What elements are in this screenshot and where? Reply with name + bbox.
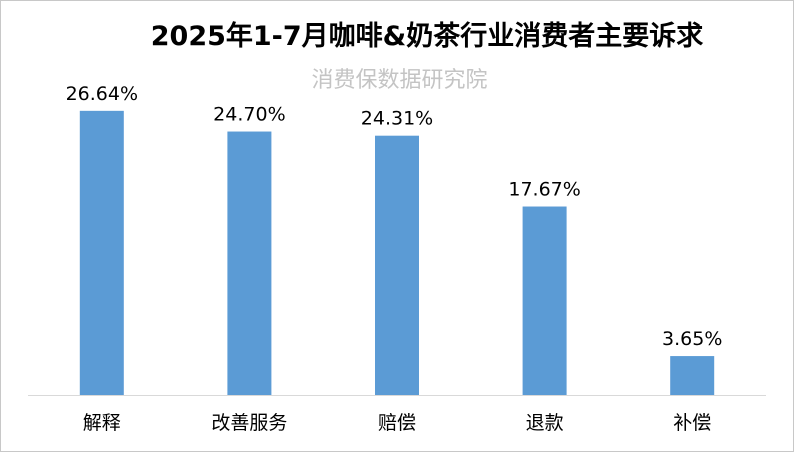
category-label-2: 改善服务: [211, 412, 287, 434]
data-label-3: 24.31%: [361, 108, 433, 130]
bar-5: [670, 356, 714, 395]
bar-2: [227, 132, 271, 395]
category-label-3: 赔偿: [378, 412, 416, 434]
data-label-2: 24.70%: [213, 104, 285, 126]
bar-3: [375, 136, 419, 395]
category-label-1: 解释: [83, 412, 121, 434]
bar-4: [523, 207, 567, 395]
bar-1: [80, 111, 124, 395]
data-label-4: 17.67%: [508, 179, 580, 201]
data-label-1: 26.64%: [66, 83, 138, 105]
category-label-5: 补偿: [673, 412, 711, 434]
category-label-4: 退款: [526, 412, 564, 434]
data-label-5: 3.65%: [662, 328, 722, 350]
